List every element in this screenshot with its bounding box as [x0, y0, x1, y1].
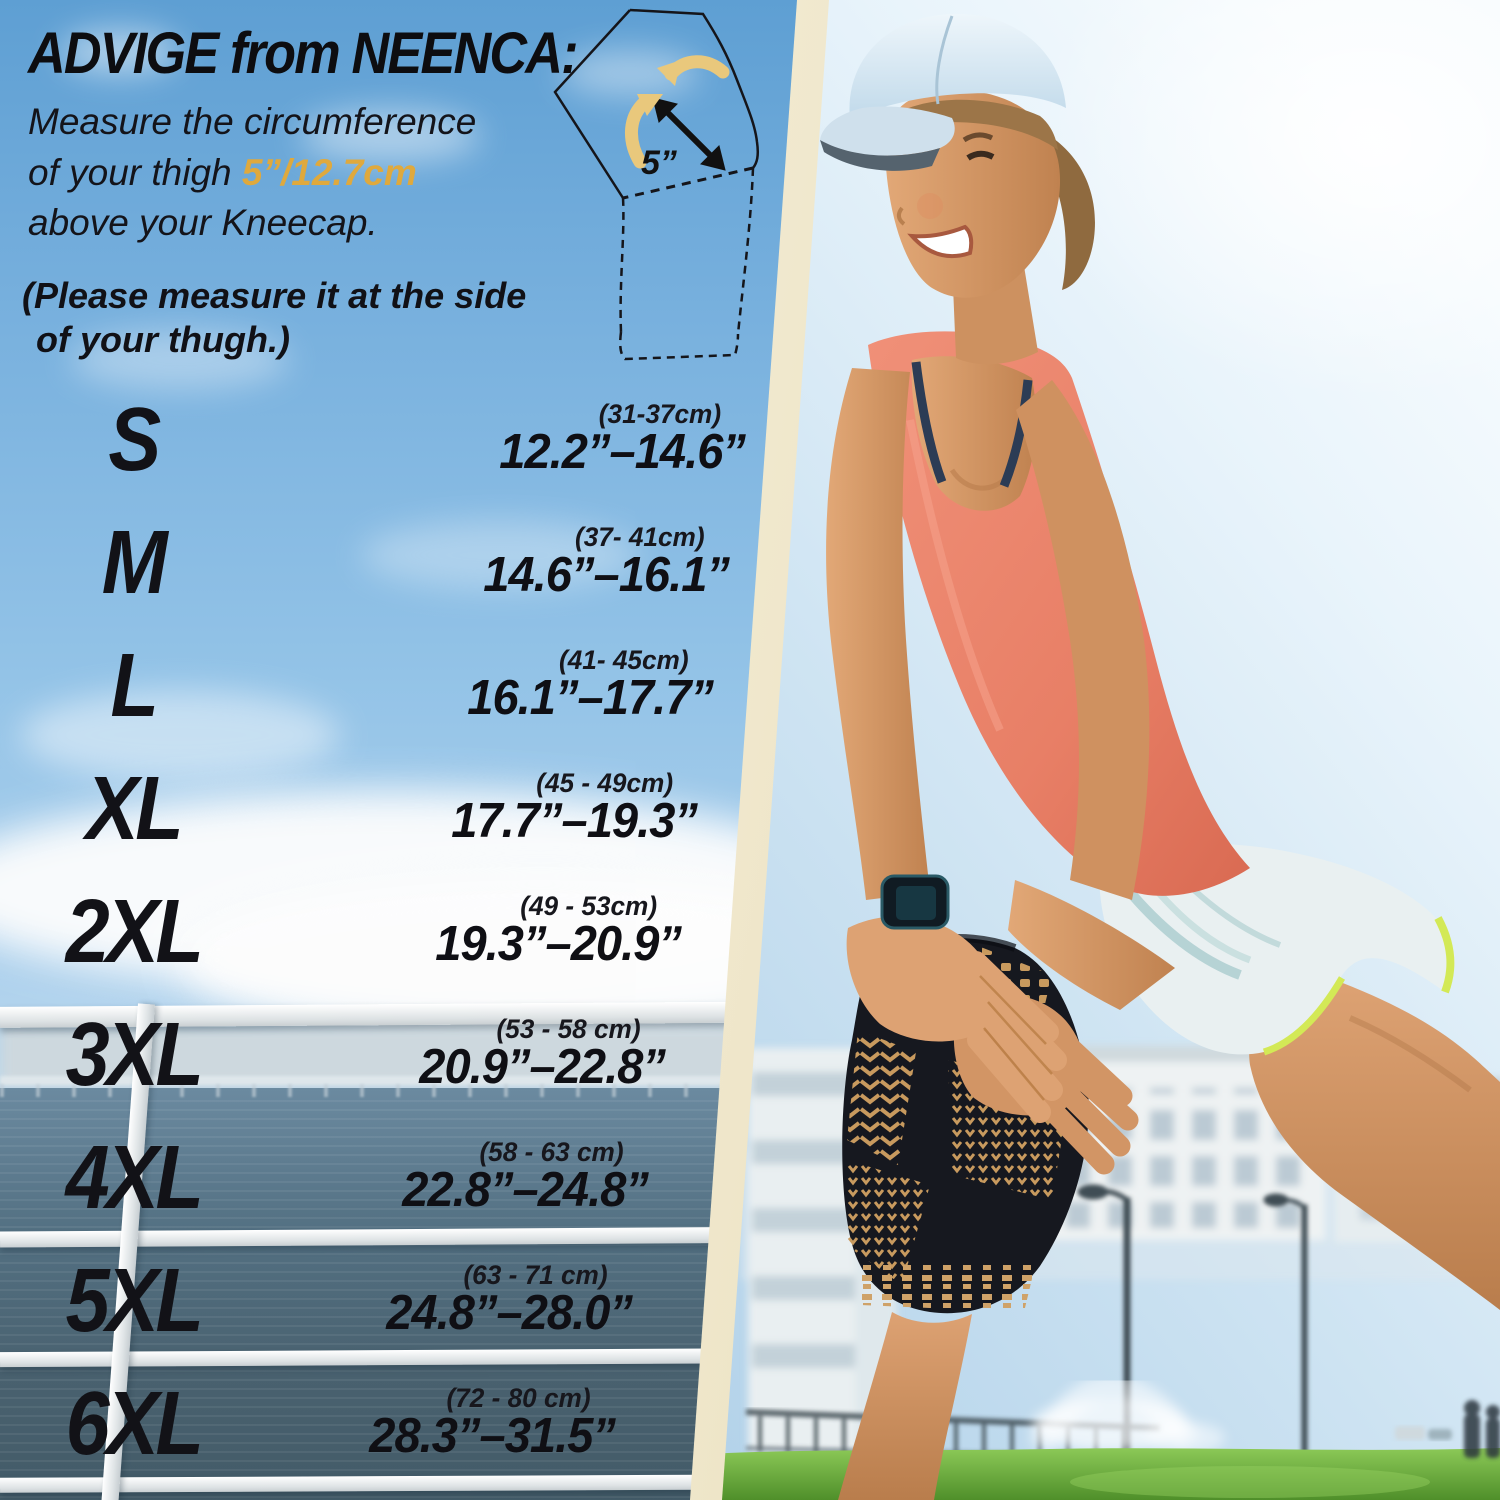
- size-inch-range: 16.1”–17.7”: [467, 671, 714, 726]
- size-row: 2XL (49 - 53cm) 19.3”–20.9”: [18, 870, 760, 993]
- diagram-measure-label: 5”: [641, 144, 677, 182]
- face-features: [897, 132, 995, 258]
- left-arm: [1016, 380, 1150, 900]
- size-cm-range: (41- 45cm): [559, 644, 689, 675]
- note-line1: (Please measure it at the side: [22, 275, 527, 316]
- cap-brim-underside: [820, 140, 940, 171]
- size-cm-range: (31-37cm): [598, 398, 721, 429]
- size-row: 3XL (53 - 58 cm) 20.9”–22.8”: [18, 993, 760, 1116]
- extended-leg: [1249, 980, 1500, 1310]
- street-lamp: [1077, 1184, 1308, 1456]
- bra-strap: [911, 361, 947, 484]
- size-inch-range: 20.9”–22.8”: [419, 1040, 666, 1095]
- measure-instruction: Measure the circumference of your thigh …: [28, 97, 476, 249]
- woman-figure: [820, 13, 1500, 1500]
- grass-highlight: [1070, 1466, 1430, 1498]
- size-label: 4XL: [65, 1127, 204, 1228]
- knee-measure-diagram: 5”: [553, 8, 760, 361]
- hair-front: [900, 99, 1058, 150]
- size-values: (37- 41cm) 14.6”–16.1”: [248, 521, 730, 603]
- sprinkler-spray: [1028, 1374, 1225, 1455]
- size-inch-range: 24.8”–28.0”: [386, 1286, 633, 1341]
- size-cm-range: (53 - 58 cm): [496, 1013, 641, 1044]
- cloud: [300, 110, 480, 162]
- bra-strap: [999, 379, 1033, 488]
- size-inch-range: 12.2”–14.6”: [499, 425, 746, 480]
- measure-note: (Please measure it at the side of your t…: [22, 274, 526, 362]
- bridge-pylons: [0, 1084, 800, 1097]
- size-label: 6XL: [65, 1373, 204, 1474]
- size-table: S (31-37cm) 12.2”–14.6” M (37- 41cm) 14.…: [18, 378, 760, 1485]
- size-row: 6XL (72 - 80 cm) 28.3”–31.5”: [18, 1362, 760, 1485]
- size-inch-range: 14.6”–16.1”: [483, 548, 730, 603]
- parked-cars: [1395, 1426, 1452, 1440]
- size-row: M (37- 41cm) 14.6”–16.1”: [18, 501, 760, 624]
- size-label: L: [110, 635, 159, 736]
- instruction-line1: Measure the circumference: [28, 101, 477, 142]
- sleeve-pattern: [846, 1160, 930, 1285]
- cloud: [360, 520, 640, 590]
- pedestrians: [1464, 1400, 1500, 1458]
- size-row: L (41- 45cm) 16.1”–17.7”: [18, 624, 760, 747]
- baseball-cap: [820, 13, 1066, 171]
- cloud: [20, 690, 340, 780]
- size-values: (72 - 80 cm) 28.3”–31.5”: [248, 1382, 616, 1464]
- measure-highlight: 5”/12.7cm: [241, 151, 417, 193]
- size-inch-range: 17.7”–19.3”: [451, 794, 698, 849]
- cloud: [60, 30, 180, 74]
- size-label: M: [101, 512, 168, 613]
- size-values: (41- 45cm) 16.1”–17.7”: [248, 644, 714, 726]
- note-line2: of your thugh.): [36, 318, 290, 360]
- size-row: 5XL (63 - 71 cm) 24.8”–28.0”: [18, 1239, 760, 1362]
- cloud: [70, 330, 290, 390]
- size-values: (45 - 49cm) 17.7”–19.3”: [248, 767, 698, 849]
- size-cm-range: (45 - 49cm): [536, 767, 673, 798]
- size-values: (49 - 53cm) 19.3”–20.9”: [248, 890, 682, 972]
- size-cm-range: (49 - 53cm): [520, 890, 657, 921]
- sleeve-pattern: [847, 1030, 916, 1165]
- size-inch-range: 28.3”–31.5”: [369, 1409, 616, 1464]
- rotate-arrowheads: [637, 60, 681, 116]
- size-label: 5XL: [65, 1250, 204, 1351]
- size-cm-range: (72 - 80 cm): [446, 1382, 591, 1413]
- size-values: (58 - 63 cm) 22.8”–24.8”: [248, 1136, 649, 1218]
- size-values: (63 - 71 cm) 24.8”–28.0”: [248, 1259, 633, 1341]
- size-inch-range: 19.3”–20.9”: [435, 917, 682, 972]
- size-cm-range: (37- 41cm): [575, 521, 705, 552]
- panel-title: ADVIGE from NEENCA:: [28, 21, 579, 86]
- size-cm-range: (58 - 63 cm): [479, 1136, 624, 1167]
- size-row: XL (45 - 49cm) 17.7”–19.3”: [18, 747, 760, 870]
- instruction-line3: above your Kneecap.: [28, 202, 378, 244]
- size-values: (31-37cm) 12.2”–14.6”: [248, 398, 746, 480]
- instruction-line2: of your thigh: [28, 151, 242, 193]
- cap-brim: [820, 106, 955, 156]
- size-label: 2XL: [65, 881, 204, 982]
- size-row: 4XL (58 - 63 cm) 22.8”–24.8”: [18, 1116, 760, 1239]
- size-label: XL: [85, 758, 184, 859]
- right-thigh: [1008, 880, 1175, 1010]
- size-label: 3XL: [65, 1004, 204, 1105]
- shorts-trim: [1434, 916, 1455, 994]
- size-label: S: [108, 389, 161, 490]
- sleeve-pattern: [855, 1262, 1036, 1312]
- hands: [846, 916, 1139, 1175]
- size-values: (53 - 58 cm) 20.9”–22.8”: [248, 1013, 666, 1095]
- right-calf: [838, 1312, 972, 1500]
- size-inch-range: 22.8”–24.8”: [402, 1163, 649, 1218]
- size-cm-range: (63 - 71 cm): [463, 1259, 608, 1290]
- distant-bridge: [0, 1076, 800, 1085]
- smartwatch: [880, 874, 950, 930]
- lifestyle-photo: [600, 0, 1500, 1500]
- right-arm: [826, 368, 930, 900]
- size-row: S (31-37cm) 12.2”–14.6”: [18, 378, 760, 501]
